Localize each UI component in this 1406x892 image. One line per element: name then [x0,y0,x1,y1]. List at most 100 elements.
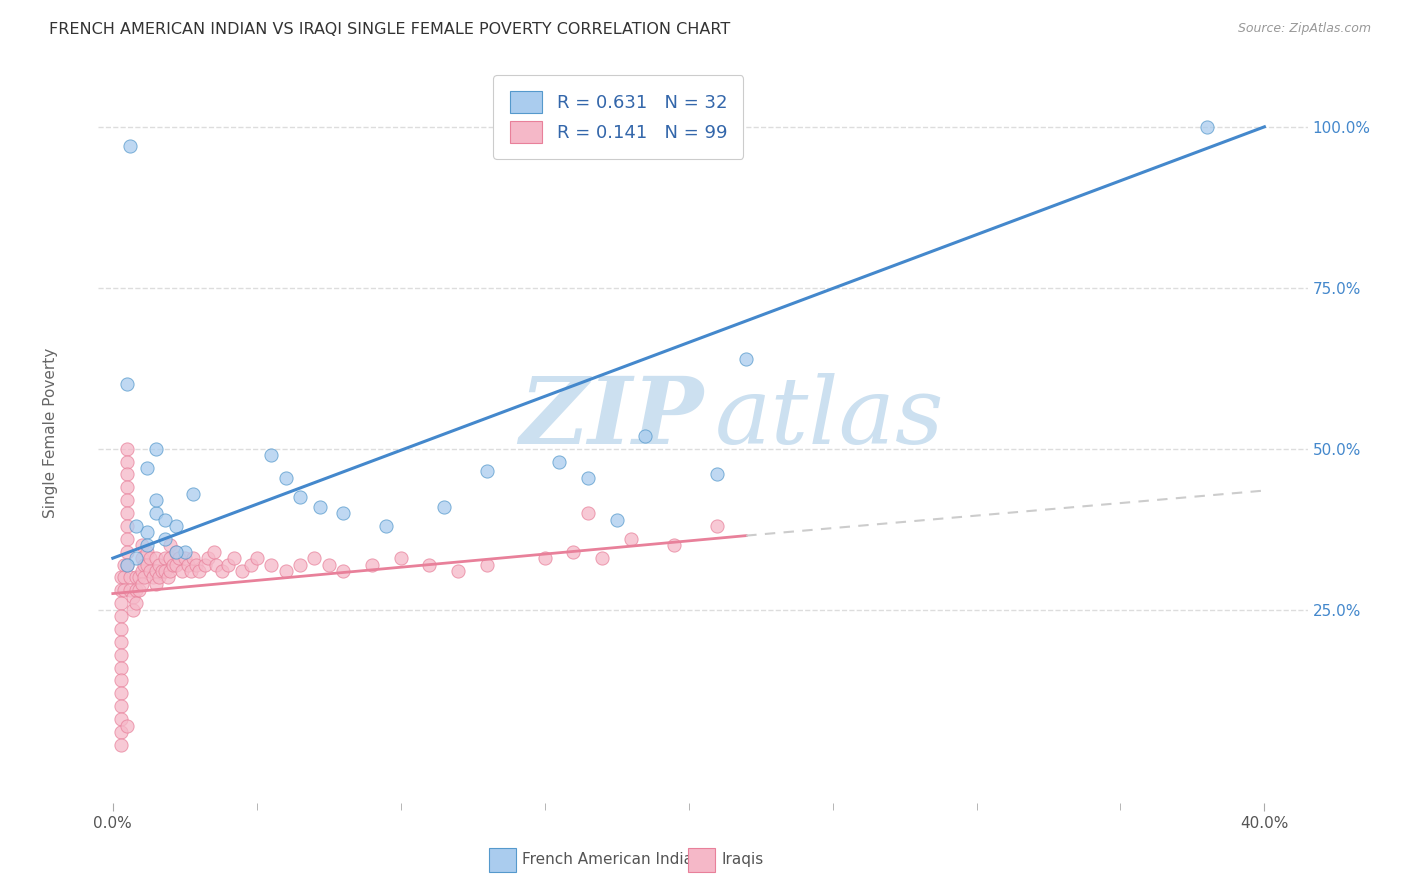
Point [576,506,599,520]
Point [139,551,162,566]
Point [110,583,132,598]
Point [167,551,190,566]
Point [304,551,326,566]
Point [533,551,555,566]
FancyBboxPatch shape [689,848,716,871]
Point [606,512,628,526]
Text: atlas: atlas [716,373,945,463]
Point [120,583,142,598]
Point [110,725,132,739]
Point [173,551,195,566]
Point [548,454,571,468]
Point [664,538,686,552]
Point [194,558,217,572]
Point [231,564,253,578]
Text: French American Indians: French American Indians [522,853,710,867]
Point [475,558,498,572]
Point [706,519,728,533]
Point [309,500,332,514]
Point [125,570,148,584]
Point [205,558,228,572]
Point [145,577,167,591]
Point [240,558,263,572]
Point [115,480,138,494]
Point [197,551,219,566]
Point [128,570,150,584]
Point [125,551,148,566]
Point [165,558,187,572]
Point [173,545,195,559]
Point [120,570,142,584]
Point [183,487,205,501]
Point [128,583,150,598]
Point [115,532,138,546]
Point [110,738,132,752]
Point [562,545,585,559]
Point [125,596,148,610]
Point [148,558,170,572]
Point [162,558,184,572]
Point [375,519,398,533]
Point [110,648,132,662]
Point [122,602,145,616]
Point [110,570,132,584]
Point [361,558,384,572]
Point [576,471,599,485]
Point [165,545,187,559]
Text: Source: ZipAtlas.com: Source: ZipAtlas.com [1237,22,1371,36]
Point [110,609,132,624]
Point [156,570,179,584]
Point [620,532,643,546]
Point [433,500,456,514]
Point [139,564,162,578]
Point [145,493,167,508]
Text: ZIP: ZIP [519,373,703,463]
Point [165,545,187,559]
Point [115,558,138,572]
Point [110,660,132,674]
FancyBboxPatch shape [489,848,516,871]
Point [288,490,311,504]
Legend: R = 0.631   N = 32, R = 0.141   N = 99: R = 0.631 N = 32, R = 0.141 N = 99 [494,75,744,159]
Point [159,538,181,552]
Point [183,551,205,566]
Point [125,583,148,598]
Point [125,519,148,533]
Point [115,506,138,520]
Point [145,564,167,578]
Text: Iraqis: Iraqis [721,853,763,867]
Point [115,467,138,482]
Point [217,558,239,572]
Point [134,558,156,572]
Point [188,564,211,578]
Point [165,519,187,533]
Point [634,429,657,443]
Point [288,558,311,572]
Point [145,551,167,566]
Point [170,564,193,578]
Point [131,551,153,566]
Point [332,564,354,578]
Point [110,596,132,610]
Text: Single Female Poverty: Single Female Poverty [42,348,58,517]
Point [591,551,613,566]
Point [222,551,245,566]
Point [115,545,138,559]
Point [136,461,159,475]
Point [136,538,159,552]
Point [318,558,340,572]
Point [246,551,269,566]
Point [150,564,173,578]
Point [159,564,181,578]
Point [115,519,138,533]
Point [180,564,202,578]
Point [1195,120,1218,134]
Point [110,673,132,688]
Point [153,512,176,526]
Point [706,467,728,482]
Point [110,712,132,726]
Point [110,699,132,714]
Point [112,558,135,572]
Point [110,635,132,649]
Point [115,718,138,732]
